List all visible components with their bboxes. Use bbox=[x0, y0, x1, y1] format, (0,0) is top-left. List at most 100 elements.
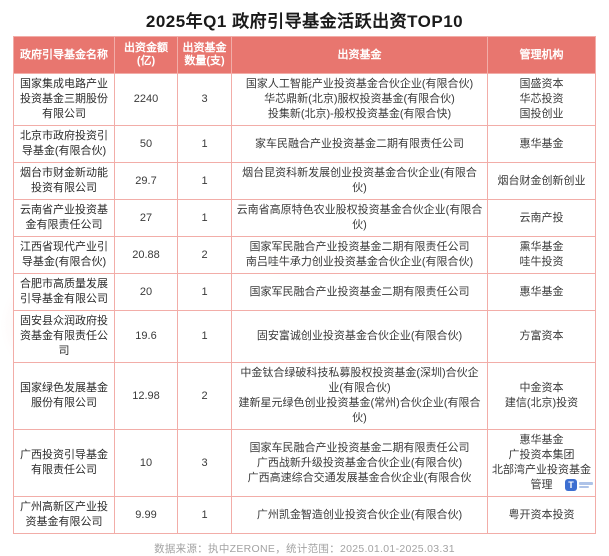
invested-fund-name: 烟台昆资科新发展创业投资基金合伙企业(有限合伙) bbox=[242, 167, 477, 194]
amount-cell: 12.98 bbox=[114, 362, 178, 430]
manager-cell: 国盛资本华芯投资国投创业 bbox=[487, 73, 596, 126]
invested-funds-cell: 家车民融合产业投资基金二期有限责任公司 bbox=[231, 125, 488, 163]
guide-fund-name: 江西省现代产业引导基金(有限合伙) bbox=[13, 236, 115, 274]
column-header: 出资基金数量(支) bbox=[177, 36, 232, 74]
table-row: 国家集成电路产业投资基金三期股份有限公司 2240 3 国家人工智能产业投资基金合伙企… bbox=[13, 73, 596, 126]
manager-cell: 方富资本 bbox=[487, 310, 596, 363]
table-header-row: 政府引导基金名称 出资金额(亿) 出资基金数量(支) 出资基金 管理机构 bbox=[13, 36, 596, 74]
invested-funds-cell: 国家军民融合产业投资基金二期有限责任公司 南吕哇牛承力创业投资基金合伙企业(有限合… bbox=[231, 236, 488, 274]
invested-fund-name: 建新星元绿色创业投资基金(常州)合伙企业(有限合伙) bbox=[238, 397, 481, 424]
invested-funds-cell: 云南省高原特色农业股权投资基金合伙企业(有限合伙) bbox=[231, 199, 488, 237]
page-title: 2025年Q1 政府引导基金活跃出资TOP10 bbox=[145, 12, 464, 31]
table-row: 广西投资引导基金有限责任公司 10 3 国家车民融合产业投资基金二期有限责任公司 广西战… bbox=[13, 429, 596, 497]
data-source-note: 数据来源：执中ZERONE，统计范围：2025.01.01-2025.03.31 bbox=[154, 543, 455, 555]
invested-fund-name: 固安富诚创业投资基金合伙企业(有限合伙) bbox=[256, 330, 463, 342]
invested-funds-cell: 国家军民融合产业投资基金二期有限责任公司 bbox=[231, 273, 488, 311]
fund-count-cell: 3 bbox=[177, 73, 232, 126]
column-header: 管理机构 bbox=[487, 36, 596, 74]
amount-cell: 2240 bbox=[114, 73, 178, 126]
table-row: 北京市政府投资引导基金(有限合伙) 50 1 家车民融合产业投资基金二期有限责任公司 惠… bbox=[13, 125, 596, 163]
guide-fund-name: 烟台市财金新动能投资有限公司 bbox=[13, 162, 115, 200]
manager-cell: 中金资本建信(北京)投资 bbox=[487, 362, 596, 430]
invested-fund-name: 投集新(北京)-般权投资基金(有限合快) bbox=[267, 108, 452, 120]
invested-funds-cell: 国家人工智能产业投资基金合伙企业(有限合伙) 华芯鼎新(北京)服权投资基金(有限合… bbox=[231, 73, 488, 126]
column-header: 政府引导基金名称 bbox=[13, 36, 115, 74]
invested-funds-cell: 中金钛合绿破科技私募股权投资基金(深圳)合伙企业(有限合伙) 建新星元绿色创业投资… bbox=[231, 362, 488, 430]
manager-name: 广投资本集团 bbox=[508, 449, 575, 461]
invested-fund-name: 国家军民融合产业投资基金二期有限责任公司 bbox=[249, 285, 470, 298]
invested-fund-name: 国家车民融合产业投资基金二期有限责任公司 bbox=[249, 441, 470, 454]
fund-count-cell: 1 bbox=[177, 125, 232, 163]
invested-fund-name: 南吕哇牛承力创业投资基金合伙企业(有限合伙) bbox=[245, 256, 474, 268]
invested-fund-name: 家车民融合产业投资基金二期有限责任公司 bbox=[255, 137, 464, 150]
column-header: 出资金额(亿) bbox=[114, 36, 178, 74]
manager-name: 华芯投资 bbox=[519, 93, 564, 105]
fund-count-cell: 1 bbox=[177, 273, 232, 311]
guide-fund-name: 广西投资引导基金有限责任公司 bbox=[13, 429, 115, 497]
invested-fund-name: 云南省高原特色农业股权投资基金合伙企业(有限合伙) bbox=[236, 204, 483, 231]
guide-fund-name: 北京市政府投资引导基金(有限合伙) bbox=[13, 125, 115, 163]
invested-funds-cell: 国家车民融合产业投资基金二期有限责任公司 广西战新升级投资基金合伙企业(有限合伙)… bbox=[231, 429, 488, 497]
manager-name: 云南产投 bbox=[519, 211, 564, 224]
amount-cell: 29.7 bbox=[114, 162, 178, 200]
manager-name: 烟台财金创新创业 bbox=[497, 174, 586, 187]
table-row: 广州高新区产业投资基金有限公司 9.99 1 广州凯金智造创业投资合伙企业(有限合伙)… bbox=[13, 496, 596, 534]
fund-count-cell: 1 bbox=[177, 496, 232, 534]
invested-funds-cell: 烟台昆资科新发展创业投资基金合伙企业(有限合伙) bbox=[231, 162, 488, 200]
guide-fund-name: 广州高新区产业投资基金有限公司 bbox=[13, 496, 115, 534]
table-row: 国家绿色发展基金服份有限公司 12.98 2 中金钛合绿破科技私募股权投资基金(深圳)… bbox=[13, 362, 596, 430]
amount-cell: 9.99 bbox=[114, 496, 178, 534]
invested-fund-name: 广州凯金智造创业投资合伙企业(有限合伙) bbox=[256, 508, 463, 521]
manager-name: 国盛资本 bbox=[519, 78, 564, 90]
manager-cell: 烟台财金创新创业 bbox=[487, 162, 596, 200]
column-header: 出资基金 bbox=[231, 36, 488, 74]
guide-fund-name: 合肥市高质量发展引导基金有限公司 bbox=[13, 273, 115, 311]
invested-fund-name: 广西高速综合交通发展基金合伙企业(有限合伙 bbox=[247, 471, 472, 484]
amount-cell: 27 bbox=[114, 199, 178, 237]
manager-name: 方富资本 bbox=[519, 330, 564, 342]
guide-fund-name: 云南省产业投资基金有限责任公司 bbox=[13, 199, 115, 237]
manager-cell: 惠华基金 bbox=[487, 273, 596, 311]
manager-cell: 熏华基金 哇牛投资 bbox=[487, 236, 596, 274]
table-row: 固安县众润政府投资基金有限责任公司 19.6 1 固安富诚创业投资基金合伙企业(有限合… bbox=[13, 310, 596, 363]
invested-fund-name: 中金钛合绿破科技私募股权投资基金(深圳)合伙企业(有限合伙) bbox=[240, 367, 479, 394]
amount-cell: 50 bbox=[114, 125, 178, 163]
guide-fund-name: 国家绿色发展基金服份有限公司 bbox=[13, 362, 115, 430]
amount-cell: 19.6 bbox=[114, 310, 178, 363]
manager-cell: 惠华基金广投资本集团北部湾产业投资基金管理 bbox=[487, 429, 596, 497]
fund-count-cell: 2 bbox=[177, 236, 232, 274]
invested-fund-name: 国家人工智能产业投资基金合伙企业(有限合伙) bbox=[245, 78, 474, 90]
invested-fund-name: 广西战新升级投资基金合伙企业(有限合伙) bbox=[256, 456, 463, 469]
table-row: 云南省产业投资基金有限责任公司 27 1 云南省高原特色农业股权投资基金合伙企业(有限… bbox=[13, 199, 596, 237]
manager-name: 中金资本 bbox=[519, 382, 564, 394]
manager-name: 熏华基金 bbox=[519, 241, 564, 253]
fund-count-cell: 1 bbox=[177, 162, 232, 200]
fund-count-cell: 1 bbox=[177, 310, 232, 363]
amount-cell: 10 bbox=[114, 429, 178, 497]
logo-icon: T bbox=[565, 479, 577, 491]
invested-fund-name: 国家军民融合产业投资基金二期有限责任公司 bbox=[249, 241, 470, 253]
fund-count-cell: 1 bbox=[177, 199, 232, 237]
invested-funds-cell: 广州凯金智造创业投资合伙企业(有限合伙) bbox=[231, 496, 488, 534]
manager-name: 惠华基金 bbox=[519, 137, 564, 150]
guide-fund-name: 固安县众润政府投资基金有限责任公司 bbox=[13, 310, 115, 363]
top10-table: 政府引导基金名称 出资金额(亿) 出资基金数量(支) 出资基金 管理机构 国家集成电路产… bbox=[13, 36, 596, 534]
manager-cell: 惠华基金 bbox=[487, 125, 596, 163]
invested-funds-cell: 固安富诚创业投资基金合伙企业(有限合伙) bbox=[231, 310, 488, 363]
guide-fund-name: 国家集成电路产业投资基金三期股份有限公司 bbox=[13, 73, 115, 126]
manager-name: 惠华基金 bbox=[519, 434, 564, 446]
manager-cell: 粤开资本投资 bbox=[487, 496, 596, 534]
amount-cell: 20.88 bbox=[114, 236, 178, 274]
manager-name: 北部湾产业投资基金管理 bbox=[492, 464, 591, 491]
manager-name: 惠华基金 bbox=[519, 285, 564, 298]
logo-text-lines bbox=[579, 482, 593, 488]
table-row: 烟台市财金新动能投资有限公司 29.7 1 烟台昆资科新发展创业投资基金合伙企业(有限… bbox=[13, 162, 596, 200]
watermark-logo: T bbox=[565, 479, 593, 491]
fund-count-cell: 2 bbox=[177, 362, 232, 430]
fund-count-cell: 3 bbox=[177, 429, 232, 497]
table-row: 江西省现代产业引导基金(有限合伙) 20.88 2 国家军民融合产业投资基金二期有限责… bbox=[13, 236, 596, 274]
manager-name: 建信(北京)投资 bbox=[504, 397, 579, 409]
amount-cell: 20 bbox=[114, 273, 178, 311]
manager-name: 国投创业 bbox=[519, 108, 564, 120]
manager-name: 粤开资本投资 bbox=[508, 508, 575, 521]
